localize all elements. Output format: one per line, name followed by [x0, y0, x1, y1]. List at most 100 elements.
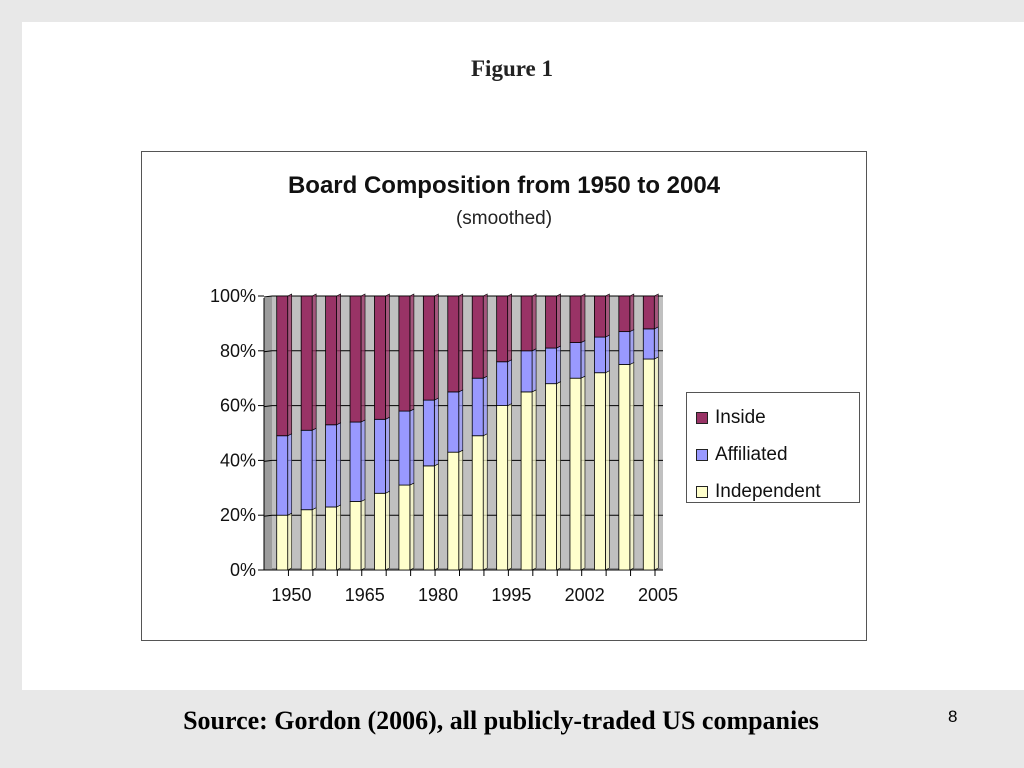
- legend-item-inside: Inside: [696, 399, 859, 436]
- bar-side-inside: [336, 293, 341, 426]
- bar-segment-inside: [276, 295, 289, 437]
- bar-side-inside: [653, 293, 659, 330]
- bar-segment-inside: [325, 295, 337, 426]
- legend-item-independent: Independent: [696, 473, 859, 510]
- bar-side-inside: [605, 293, 610, 338]
- bar-segment-affiliated: [300, 429, 313, 511]
- y-tick-label: 100%: [210, 286, 256, 306]
- bar-segment-independent: [300, 509, 313, 571]
- bar-side-affiliated: [653, 326, 659, 360]
- bar-segment-affiliated: [520, 350, 533, 393]
- bar-side-inside: [458, 293, 464, 393]
- page-number: 8: [948, 707, 958, 726]
- legend-label-independent: Independent: [715, 480, 821, 502]
- bar-segment-inside: [447, 295, 460, 393]
- bar-segment-independent: [594, 372, 606, 571]
- bar-side-independent: [458, 449, 464, 571]
- bar-segment-affiliated: [471, 377, 484, 437]
- x-tick-label: 1965: [345, 585, 385, 605]
- bar-side-affiliated: [287, 433, 293, 516]
- bar-side-affiliated: [507, 359, 512, 407]
- bar-segment-affiliated: [374, 418, 386, 494]
- bar-segment-independent: [496, 405, 509, 571]
- bar-side-independent: [653, 356, 659, 571]
- bar-segment-independent: [447, 451, 460, 571]
- bar-segment-inside: [618, 295, 631, 333]
- bar-segment-independent: [569, 377, 582, 571]
- bar-side-independent: [360, 499, 366, 571]
- x-tick-label: 2002: [565, 585, 605, 605]
- bar-segment-inside: [422, 295, 435, 401]
- bar-side-affiliated: [458, 389, 464, 453]
- bar-side-inside: [531, 293, 537, 352]
- bar-segment-independent: [520, 391, 533, 571]
- bar-segment-affiliated: [447, 391, 460, 453]
- bar-segment-affiliated: [422, 399, 435, 467]
- legend-swatch-inside: [696, 411, 708, 424]
- bar-side-independent: [409, 482, 415, 571]
- bar-side-inside: [409, 293, 415, 412]
- bar-side-affiliated: [385, 416, 390, 494]
- bar-segment-independent: [325, 506, 337, 571]
- bar-segment-inside: [545, 295, 557, 349]
- bar-side-independent: [507, 403, 512, 571]
- y-tick-label: 80%: [220, 341, 256, 361]
- bar-segment-affiliated: [569, 342, 582, 379]
- bar-side-inside: [311, 293, 317, 431]
- bar-segment-inside: [349, 295, 362, 423]
- chart-title: Board Composition from 1950 to 2004: [287, 172, 721, 199]
- bar-side-inside: [556, 293, 561, 349]
- bar-side-affiliated: [556, 345, 561, 385]
- bar-segment-inside: [594, 295, 606, 338]
- gridline-side: [263, 350, 273, 353]
- bar-side-independent: [385, 490, 390, 571]
- bar-side-independent: [336, 504, 341, 571]
- bar-side-independent: [556, 381, 561, 571]
- bar-segment-inside: [300, 295, 313, 431]
- bar-side-affiliated: [531, 348, 537, 393]
- bar-side-affiliated: [482, 375, 488, 437]
- bar-segment-independent: [398, 484, 411, 571]
- x-tick-label: 1950: [271, 585, 311, 605]
- bar-segment-inside: [496, 295, 509, 363]
- bar-side-affiliated: [434, 397, 439, 467]
- figure-label: Figure 1: [471, 56, 553, 81]
- y-tick-label: 40%: [220, 450, 256, 470]
- bar-segment-affiliated: [398, 410, 411, 486]
- bar-side-inside: [287, 293, 293, 437]
- bar-side-affiliated: [629, 329, 635, 365]
- legend-swatch-affiliated: [696, 448, 708, 461]
- x-tick-label: 1980: [418, 585, 458, 605]
- bar-side-inside: [629, 293, 635, 333]
- bar-side-independent: [311, 507, 317, 571]
- bar-segment-independent: [642, 358, 655, 571]
- bar-segment-inside: [520, 295, 533, 352]
- source-caption: Source: Gordon (2006), all publicly-trad…: [183, 706, 819, 735]
- bar-segment-inside: [569, 295, 582, 343]
- bar-segment-affiliated: [496, 361, 509, 407]
- bar-side-independent: [531, 389, 537, 571]
- bar-side-independent: [629, 362, 635, 571]
- bar-segment-inside: [642, 295, 655, 330]
- bar-side-affiliated: [336, 422, 341, 508]
- bar-segment-independent: [618, 364, 631, 571]
- chart-legend: Inside Affiliated Independent: [686, 392, 860, 503]
- bar-segment-independent: [276, 514, 289, 571]
- gridline-side: [263, 514, 273, 517]
- y-tick-label: 0%: [230, 560, 256, 580]
- chart-subtitle: (smoothed): [455, 208, 553, 229]
- legend-swatch-independent: [696, 485, 708, 498]
- bar-side-inside: [434, 293, 439, 401]
- gridline-side: [263, 459, 273, 462]
- bar-segment-affiliated: [349, 421, 362, 502]
- bar-segment-affiliated: [594, 336, 606, 374]
- legend-label-inside: Inside: [715, 406, 766, 428]
- bar-side-affiliated: [311, 427, 317, 511]
- y-tick-label: 60%: [220, 396, 256, 416]
- bar-side-independent: [434, 463, 439, 571]
- bar-side-affiliated: [580, 340, 586, 379]
- gridline-side: [263, 295, 273, 298]
- legend-item-affiliated: Affiliated: [696, 436, 859, 473]
- bar-segment-affiliated: [618, 331, 631, 365]
